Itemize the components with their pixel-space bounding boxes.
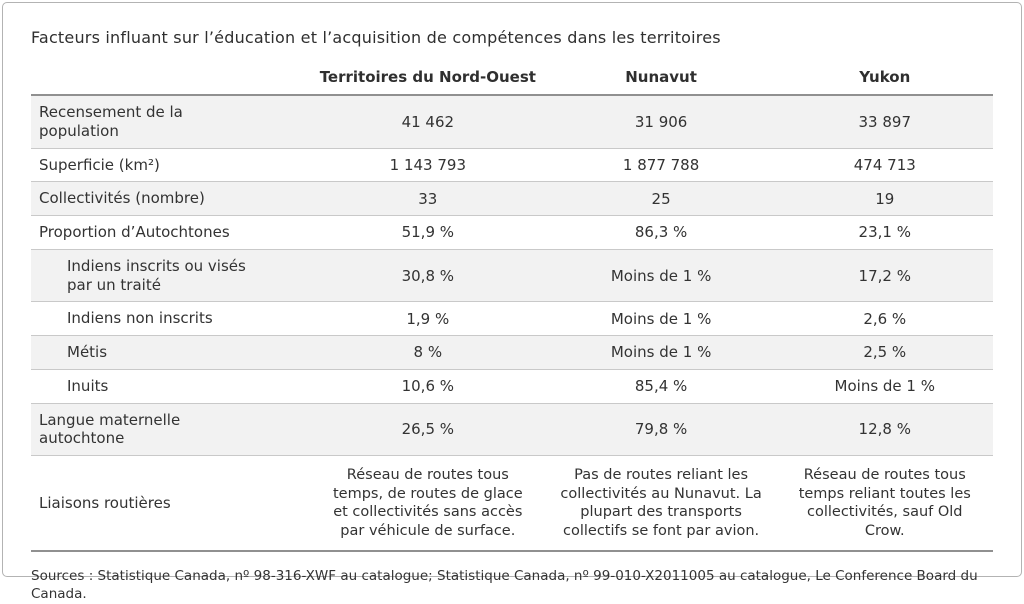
row-label: Recensement de la population: [31, 95, 310, 149]
cell-value: 33 897: [776, 95, 993, 149]
cell-value: 25: [545, 181, 777, 216]
table-row-proportion-autochtones: Proportion d’Autochtones 51,9 % 86,3 % 2…: [31, 215, 993, 250]
row-label: Indiens non inscrits: [31, 301, 310, 336]
table-row-liaisons-routieres: Liaisons routières Réseau de routes tous…: [31, 455, 993, 553]
table-row-recensement: Recensement de la population 41 462 31 9…: [31, 95, 993, 149]
row-label: Proportion d’Autochtones: [31, 215, 310, 250]
cell-value: 85,4 %: [545, 369, 777, 404]
sources-note: Sources : Statistique Canada, nº 98-316-…: [31, 568, 978, 603]
cell-value: 23,1 %: [776, 215, 993, 250]
table-row-langue-maternelle: Langue maternelle autochtone 26,5 % 79,8…: [31, 403, 993, 456]
cell-value: 2,6 %: [776, 301, 993, 336]
cell-value: 26,5 %: [309, 403, 546, 456]
table-row-inuits: Inuits 10,6 % 85,4 % Moins de 1 %: [31, 369, 993, 404]
cell-value: Réseau de routes tous temps reliant tout…: [776, 455, 993, 553]
cell-value: 2,5 %: [776, 335, 993, 370]
cell-value: 19: [776, 181, 993, 216]
column-header-yukon: Yukon: [776, 64, 993, 96]
cell-value: 79,8 %: [545, 403, 777, 456]
cell-value: 8 %: [309, 335, 546, 370]
row-label: Inuits: [31, 369, 310, 404]
table-row-superficie: Superficie (km²) 1 143 793 1 877 788 474…: [31, 148, 993, 183]
cell-value: 86,3 %: [545, 215, 777, 250]
cell-value: Moins de 1 %: [776, 369, 993, 404]
cell-value: Moins de 1 %: [545, 335, 777, 370]
table-row-collectivites: Collectivités (nombre) 33 25 19: [31, 181, 993, 216]
row-label: Liaisons routières: [31, 455, 310, 553]
cell-value: Moins de 1 %: [545, 249, 777, 303]
cell-value: 10,6 %: [309, 369, 546, 404]
table-row-metis: Métis 8 % Moins de 1 % 2,5 %: [31, 335, 993, 370]
cell-value: 474 713: [776, 148, 993, 183]
cell-value: Réseau de routes tous temps, de routes d…: [309, 455, 546, 553]
figure-title: Facteurs influant sur l’éducation et l’a…: [31, 28, 721, 47]
cell-value: 1 877 788: [545, 148, 777, 183]
cell-value: Pas de routes reliant les collectivités …: [545, 455, 777, 553]
row-label: Métis: [31, 335, 310, 370]
row-label: Superficie (km²): [31, 148, 310, 183]
table-header-row: Territoires du Nord-Ouest Nunavut Yukon: [31, 64, 993, 96]
cell-value: 1,9 %: [309, 301, 546, 336]
table-row-indiens-non-inscrits: Indiens non inscrits 1,9 % Moins de 1 % …: [31, 301, 993, 336]
cell-value: 33: [309, 181, 546, 216]
territories-table: Territoires du Nord-Ouest Nunavut Yukon …: [31, 64, 993, 553]
table-row-indiens-inscrits: Indiens inscrits ou visés par un traité …: [31, 249, 993, 303]
row-label: Collectivités (nombre): [31, 181, 310, 216]
row-label: Indiens inscrits ou visés par un traité: [31, 249, 310, 303]
cell-value: 1 143 793: [309, 148, 546, 183]
column-header-territoires-du-nord-ouest: Territoires du Nord-Ouest: [309, 64, 546, 96]
column-header-nunavut: Nunavut: [545, 64, 777, 96]
cell-value: 12,8 %: [776, 403, 993, 456]
column-header-empty: [31, 64, 310, 96]
cell-value: 41 462: [309, 95, 546, 149]
cell-value: 51,9 %: [309, 215, 546, 250]
row-label: Langue maternelle autochtone: [31, 403, 310, 456]
cell-value: Moins de 1 %: [545, 301, 777, 336]
cell-value: 31 906: [545, 95, 777, 149]
cell-value: 17,2 %: [776, 249, 993, 303]
cell-value: 30,8 %: [309, 249, 546, 303]
